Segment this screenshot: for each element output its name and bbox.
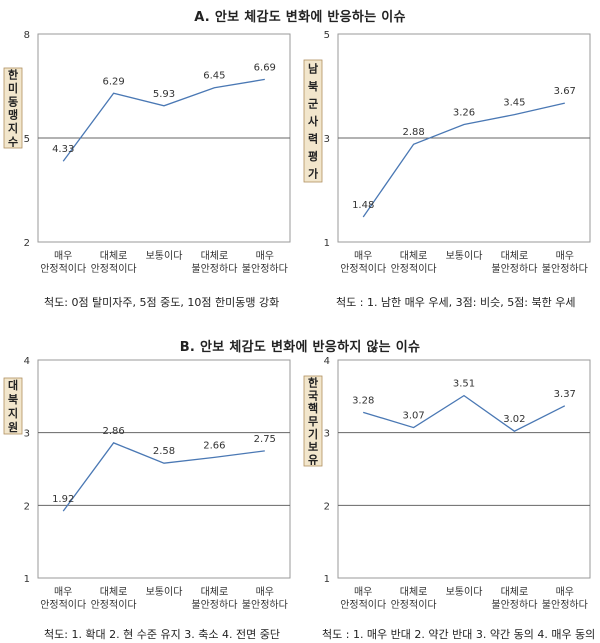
x-tick-label: 매우 안정적이다: [340, 250, 386, 275]
x-tick-label: 보통이다: [146, 250, 183, 262]
y-tick-label: 8: [24, 30, 30, 41]
data-label: 3.07: [402, 411, 424, 422]
series-line: [62, 78, 265, 162]
plot-frame: [37, 359, 291, 579]
y-tick-label: 1: [324, 238, 330, 249]
data-label: 1.92: [52, 494, 74, 505]
y-axis-label-box: [303, 59, 323, 183]
y-tick-label: 2: [324, 501, 330, 512]
data-label: 3.02: [503, 414, 525, 425]
data-label: 6.45: [203, 71, 225, 82]
y-axis-label-box: [3, 67, 23, 149]
scale-note-military: 척도 : 1. 남한 매우 우세, 3점: 비슷, 5점: 북한 우세: [336, 296, 576, 309]
data-label: 3.67: [554, 86, 576, 97]
x-tick-label: 매우 불안정하다: [242, 250, 288, 275]
x-tick-label: 대체로 안정적이다: [391, 250, 437, 275]
series-line: [62, 442, 265, 512]
data-label: 2.86: [102, 426, 124, 437]
y-tick-label: 5: [24, 134, 30, 145]
data-label: 3.26: [453, 107, 475, 118]
y-tick-label: 2: [24, 501, 30, 512]
data-label: 2.66: [203, 440, 225, 451]
x-tick-label: 매우 안정적이다: [40, 586, 86, 611]
data-label: 6.69: [254, 62, 276, 73]
x-tick-label: 매우 안정적이다: [340, 586, 386, 611]
x-tick-label: 대체로 안정적이다: [91, 586, 137, 611]
section-b-title: B. 안보 체감도 변화에 반응하지 않는 이슈: [179, 340, 421, 355]
scale-note-nuclear: 척도 : 1. 매우 반대 2. 약간 반대 3. 약간 동의 4. 매우 동의: [322, 628, 596, 641]
y-tick-label: 3: [324, 134, 330, 145]
data-label: 2.58: [153, 446, 175, 457]
x-tick-label: 대체로 불안정하다: [191, 586, 237, 611]
x-tick-label: 대체로 안정적이다: [391, 586, 437, 611]
y-tick-label: 4: [324, 356, 330, 367]
data-label: 2.75: [254, 434, 276, 445]
data-label: 1.48: [352, 200, 374, 211]
y-tick-label: 4: [24, 356, 30, 367]
scale-note-aid: 척도: 1. 확대 2. 현 수준 유지 3. 축소 4. 전면 중단: [44, 628, 280, 641]
data-label: 3.37: [554, 389, 576, 400]
y-tick-label: 1: [324, 574, 330, 585]
y-tick-label: 3: [24, 429, 30, 440]
y-tick-label: 1: [24, 574, 30, 585]
data-label: 4.33: [52, 144, 74, 155]
series-line: [362, 102, 565, 218]
data-label: 3.28: [352, 395, 374, 406]
data-label: 2.88: [402, 127, 424, 138]
data-label: 3.45: [503, 98, 525, 109]
x-tick-label: 매우 불안정하다: [542, 586, 588, 611]
y-axis-label-box: [303, 375, 323, 467]
x-tick-label: 대체로 불안정하다: [191, 250, 237, 275]
section-a-title: A. 안보 체감도 변화에 반응하는 이슈: [194, 10, 406, 25]
x-tick-label: 매우 불안정하다: [542, 250, 588, 275]
data-label: 6.29: [102, 76, 124, 87]
x-tick-label: 대체로 안정적이다: [91, 250, 137, 275]
y-tick-label: 2: [24, 238, 30, 249]
plot-frame: [337, 359, 591, 579]
y-tick-label: 3: [324, 429, 330, 440]
x-tick-label: 대체로 불안정하다: [491, 250, 537, 275]
scale-note-alliance: 척도: 0점 탈미자주, 5점 중도, 10점 한미동맹 강화: [44, 296, 280, 309]
x-tick-label: 보통이다: [446, 250, 483, 262]
x-tick-label: 대체로 불안정하다: [491, 586, 537, 611]
x-tick-label: 보통이다: [446, 586, 483, 598]
x-tick-label: 보통이다: [146, 586, 183, 598]
y-axis-label-box: [3, 377, 23, 435]
x-tick-label: 매우 안정적이다: [40, 250, 86, 275]
series-line: [363, 394, 566, 432]
x-tick-label: 매우 불안정하다: [242, 586, 288, 611]
data-label: 5.93: [153, 89, 175, 100]
y-tick-label: 5: [324, 30, 330, 41]
data-label: 3.51: [453, 379, 475, 390]
